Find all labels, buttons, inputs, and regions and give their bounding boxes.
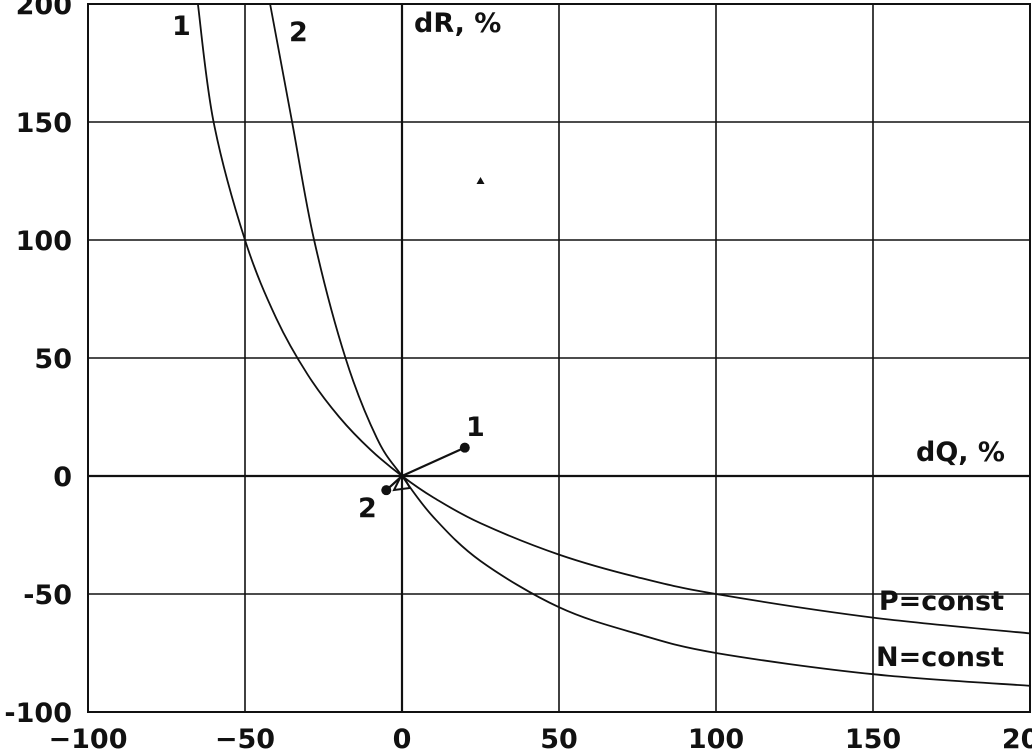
x-axis-label: dQ, % xyxy=(916,437,1005,468)
stray-mark xyxy=(476,177,485,184)
grid xyxy=(87,3,1031,713)
series-group xyxy=(197,3,1031,687)
y-tick-label: 200 xyxy=(16,0,72,21)
x-tick-label: 100 xyxy=(688,724,744,750)
y-tick-label: 0 xyxy=(53,462,72,493)
annotation-label-1: 1 xyxy=(466,412,485,443)
x-tick-label: −100 xyxy=(49,724,128,750)
x-tick-label: 50 xyxy=(540,724,578,750)
vector-point-1 xyxy=(459,442,470,453)
annotation-label-2: 2 xyxy=(358,493,377,524)
vector-line-1 xyxy=(401,446,466,478)
plot-frame xyxy=(87,3,1031,713)
x-tick-label: 0 xyxy=(393,724,412,750)
tick-labels: −100 −50 0 50 100 150 200 200 150 100 50 0 -50 -100 xyxy=(4,0,1032,750)
y-tick-label: 50 xyxy=(34,344,72,375)
x-tick-label: 150 xyxy=(845,724,901,750)
vector-point-2 xyxy=(381,485,392,496)
x-tick-label: −50 xyxy=(215,724,275,750)
x-tick-label: 200 xyxy=(1002,724,1032,750)
series-1-end-label: P=const xyxy=(879,586,1004,617)
series-line-1 xyxy=(197,3,1031,635)
annotation-vectors xyxy=(381,177,485,496)
y-tick-label: 150 xyxy=(16,108,72,139)
series-2-label: 2 xyxy=(289,17,308,48)
origin-marker xyxy=(392,471,412,492)
y-tick-label: 100 xyxy=(16,226,72,257)
series-1-label: 1 xyxy=(172,11,191,42)
y-tick-label: -50 xyxy=(23,580,72,611)
y-axis-label: dR, % xyxy=(414,8,501,39)
y-tick-label: -100 xyxy=(4,698,72,729)
series-line-2 xyxy=(269,3,1031,687)
series-2-end-label: N=const xyxy=(876,642,1004,673)
